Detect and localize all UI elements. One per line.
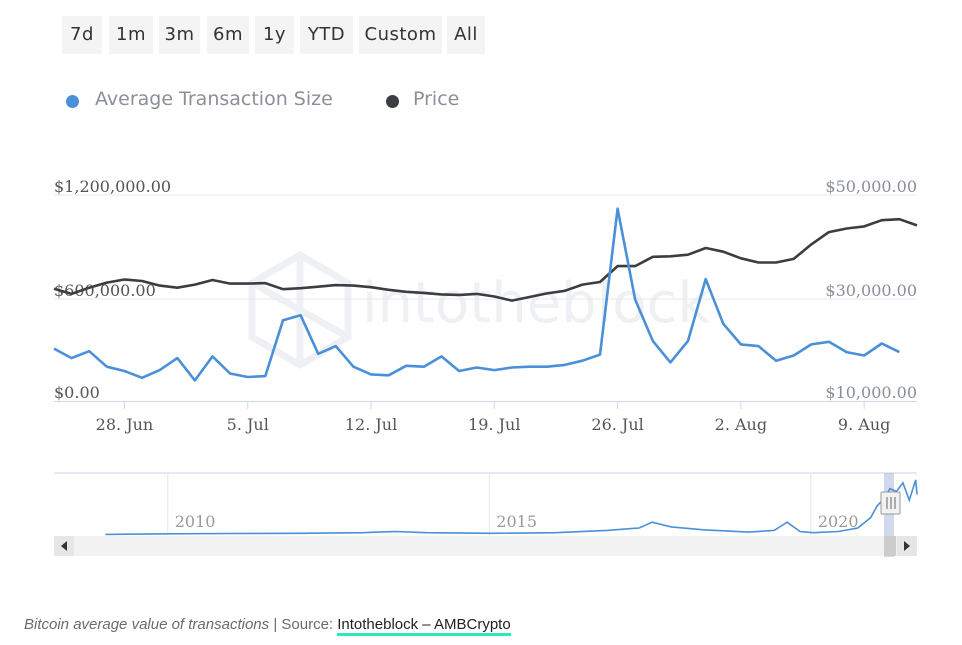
range-button-1m[interactable]: 1m [109, 16, 153, 54]
series-line-average-transaction-size [53, 207, 900, 382]
watermark-text: intotheblock [362, 271, 710, 336]
source-link[interactable]: Intotheblock – AMBCrypto [337, 616, 511, 636]
y-left-tick-label: $600,000.00 [54, 281, 156, 300]
range-button-all[interactable]: All [447, 16, 485, 54]
caption-source-label: | Source: [269, 616, 338, 633]
chart-canvas: intotheblock $1,200,000.00 $50,000.00 $600… [53, 177, 918, 557]
chevron-left-icon [61, 541, 67, 551]
chart-axes: $1,200,000.00 $50,000.00 $600,000.00 $30,00… [54, 177, 917, 434]
x-tick-label: 2. Aug [715, 415, 767, 434]
y-right-tick-label: $30,000.00 [825, 281, 917, 300]
y-left-tick-label: $1,200,000.00 [54, 177, 171, 196]
x-tick-label: 26. Jul [591, 415, 643, 434]
scrollbar-thumb[interactable] [884, 536, 896, 556]
y-right-tick-label: $10,000.00 [825, 383, 917, 402]
x-tick-label: 28. Jun [96, 415, 154, 434]
watermark: intotheblock [248, 250, 710, 370]
navigator-year-label: 2020 [818, 512, 859, 531]
intotheblock-logo-icon [248, 250, 352, 370]
x-tick-label: 5. Jul [227, 415, 269, 434]
range-button-6m[interactable]: 6m [207, 16, 249, 54]
navigator-series-line [105, 479, 918, 536]
caption-title: Bitcoin average value of transactions [24, 616, 270, 633]
chevron-right-icon [904, 541, 910, 551]
navigator-selection[interactable] [884, 473, 894, 557]
range-button-custom[interactable]: Custom [359, 16, 442, 54]
navigator[interactable]: 2010 2015 2020 [54, 472, 918, 557]
y-right-tick-label: $50,000.00 [825, 177, 917, 196]
range-button-ytd[interactable]: YTD [300, 16, 353, 54]
y-left-tick-label: $0.00 [54, 383, 100, 402]
legend-label-average-transaction-size: Average Transaction Size [95, 88, 333, 110]
range-button-7d[interactable]: 7d [62, 16, 102, 54]
x-tick-label: 9. Aug [838, 415, 890, 434]
series-line-price [53, 217, 918, 302]
navigator-handle[interactable] [880, 491, 901, 515]
scrollbar-trough[interactable] [74, 536, 884, 556]
legend-dot-average-transaction-size [66, 95, 79, 108]
chart-grid [54, 194, 917, 300]
navigator-year-label: 2015 [496, 512, 537, 531]
navigator-year-label: 2010 [175, 512, 216, 531]
range-button-3m[interactable]: 3m [159, 16, 200, 54]
scroll-left-button[interactable] [54, 536, 74, 556]
scroll-right-button[interactable] [897, 536, 917, 556]
range-button-1y[interactable]: 1y [255, 16, 294, 54]
x-tick-label: 12. Jul [345, 415, 397, 434]
chart-caption: Bitcoin average value of transactions | … [24, 616, 511, 636]
legend-dot-price [386, 95, 399, 108]
legend-label-price: Price [413, 88, 460, 110]
x-tick-label: 19. Jul [468, 415, 520, 434]
chart-series [53, 207, 918, 382]
